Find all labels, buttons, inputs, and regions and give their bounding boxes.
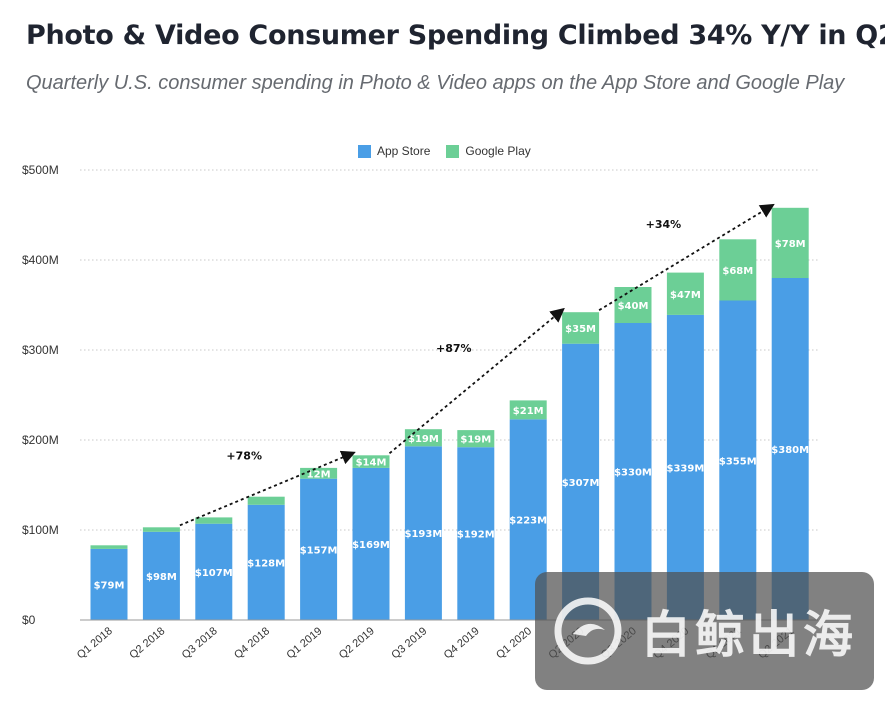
legend: App Store Google Play: [358, 144, 547, 158]
bar-app-store: [247, 504, 285, 620]
bar-google-play: [509, 400, 547, 420]
data-label-google-play: $19M: [460, 435, 491, 446]
data-label-google-play: 12M: [307, 469, 331, 480]
data-label-app-store: $355M: [719, 456, 757, 467]
data-label-app-store: $223M: [509, 516, 547, 527]
growth-annotation: +34%: [646, 218, 682, 231]
bar-app-store: [614, 323, 652, 620]
data-label-app-store: $339M: [667, 463, 705, 474]
bar-google-play: [142, 527, 180, 532]
legend-swatch-google-play: [446, 144, 460, 158]
data-label-google-play: $78M: [775, 239, 806, 250]
data-label-app-store: $380M: [771, 445, 809, 456]
x-tick-label: Q1 2018: [75, 625, 115, 661]
legend-item-google-play: Google Play: [446, 144, 531, 158]
x-tick-label: Q1 2020: [494, 625, 534, 661]
y-tick-label: $500M: [22, 163, 59, 177]
whale-logo-icon: [554, 597, 622, 665]
bar-google-play: [247, 496, 285, 505]
bar-app-store: [404, 446, 442, 620]
x-tick-label: Q1 2019: [284, 625, 324, 661]
y-tick-label: $0: [22, 613, 36, 627]
data-label-google-play: $21M: [513, 406, 544, 417]
bar-app-store: [90, 548, 128, 620]
bar-app-store: [300, 478, 338, 620]
bar-app-store: [719, 300, 757, 620]
data-label-app-store: $157M: [300, 545, 338, 556]
bar-google-play: [614, 287, 652, 323]
data-label-google-play: $40M: [618, 301, 649, 312]
chart-subtitle: Quarterly U.S. consumer spending in Phot…: [26, 72, 845, 94]
legend-swatch-app-store: [358, 144, 371, 158]
data-label-app-store: $98M: [146, 572, 177, 583]
data-label-google-play: $35M: [565, 324, 596, 335]
legend-item-app-store: App Store: [358, 144, 430, 158]
data-label-app-store: $192M: [457, 530, 495, 541]
chart-title: Photo & Video Consumer Spending Climbed …: [26, 20, 885, 51]
y-tick-label: $300M: [22, 343, 59, 357]
legend-label-app-store: App Store: [377, 144, 431, 158]
watermark-text: 白鲸出海: [641, 606, 857, 664]
x-tick-label: Q4 2018: [232, 625, 272, 661]
data-label-app-store: $307M: [562, 478, 600, 489]
data-label-google-play: $14M: [356, 458, 387, 469]
data-label-google-play: $47M: [670, 290, 701, 301]
y-tick-label: $100M: [22, 523, 59, 537]
data-label-app-store: $330M: [614, 468, 652, 479]
bar-google-play: [352, 455, 390, 468]
data-label-app-store: $128M: [247, 558, 285, 569]
bar-google-play: [195, 517, 233, 524]
bar-google-play: [90, 545, 128, 549]
legend-label-google-play: Google Play: [465, 144, 531, 158]
growth-arrow: [388, 307, 565, 454]
bar-google-play: [562, 312, 600, 344]
data-label-app-store: $193M: [405, 529, 443, 540]
bar-app-store: [771, 278, 809, 620]
x-tick-label: Q3 2018: [180, 625, 220, 661]
bar-google-play: [719, 239, 757, 301]
x-tick-label: Q4 2019: [442, 625, 482, 661]
x-tick-label: Q3 2019: [389, 625, 429, 661]
growth-annotation: +87%: [436, 342, 472, 355]
bar-google-play: [300, 467, 338, 479]
bar-app-store: [195, 523, 233, 620]
bar-app-store: [666, 314, 704, 620]
y-tick-label: $200M: [22, 433, 59, 447]
growth-annotation: +78%: [226, 449, 262, 462]
growth-arrow: [598, 203, 775, 311]
bar-google-play: [771, 207, 809, 278]
data-label-app-store: $107M: [195, 568, 233, 579]
growth-arrow: [179, 450, 356, 527]
bar-app-store: [457, 447, 495, 620]
x-tick-label: Q2 2018: [127, 625, 167, 661]
watermark: 白鲸出海: [535, 572, 874, 690]
data-label-google-play: $19M: [408, 434, 439, 445]
bar-app-store: [142, 531, 180, 620]
x-tick-label: Q2 2019: [337, 625, 377, 661]
data-label-app-store: $169M: [352, 540, 390, 551]
y-tick-label: $400M: [22, 253, 59, 267]
data-label-app-store: $79M: [94, 580, 125, 591]
bar-app-store: [352, 467, 390, 620]
bar-google-play: [666, 272, 704, 315]
data-label-google-play: $68M: [722, 266, 753, 277]
bar-google-play: [457, 430, 495, 448]
